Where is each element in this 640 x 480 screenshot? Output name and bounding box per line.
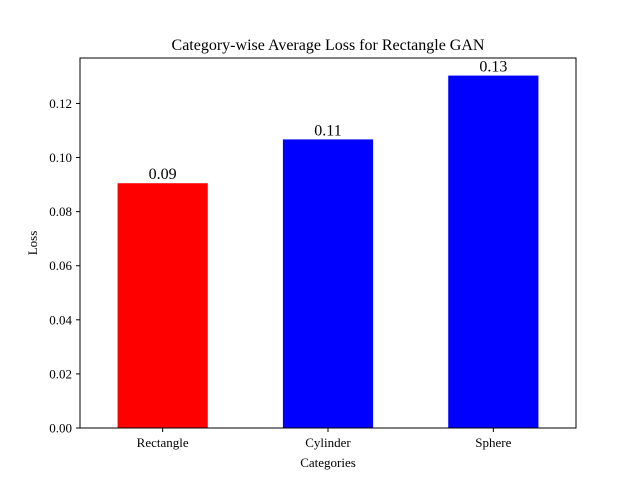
y-tick-label: 0.08: [49, 204, 72, 219]
bar-cylinder: [282, 139, 374, 428]
chart-title: Category-wise Average Loss for Rectangle…: [172, 37, 485, 54]
y-tick-label: 0.06: [49, 258, 72, 273]
x-axis-label: Categories: [300, 455, 356, 470]
y-tick-label: 0.10: [49, 150, 72, 165]
y-axis: 0.00 0.02 0.04 0.06 0.08 0.10 0.12: [49, 96, 80, 436]
bar-value-labels: 0.09 0.11 0.13: [149, 59, 508, 184]
y-tick-label: 0.12: [49, 96, 72, 111]
bar-value-label-sphere: 0.13: [479, 59, 507, 76]
y-tick-label: 0.04: [49, 312, 72, 327]
bar-rectangle: [117, 183, 208, 428]
y-axis-label: Loss: [25, 231, 40, 256]
x-tick-label: Cylinder: [305, 435, 351, 450]
bars-layer: [117, 75, 539, 428]
bar-value-label-rectangle: 0.09: [149, 166, 177, 183]
bar-value-label-cylinder: 0.11: [314, 122, 341, 139]
x-axis: Rectangle Cylinder Sphere: [137, 428, 512, 450]
y-tick-label: 0.02: [49, 366, 72, 381]
bar-sphere: [448, 75, 539, 428]
x-tick-label: Sphere: [475, 435, 511, 450]
y-tick-label: 0.00: [49, 421, 72, 436]
x-tick-label: Rectangle: [137, 435, 189, 450]
